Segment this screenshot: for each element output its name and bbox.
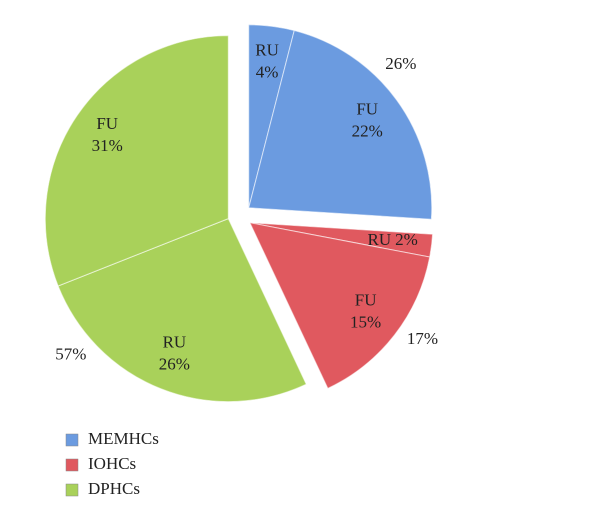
segment-label: 22% bbox=[352, 122, 383, 141]
slice-label: 26% bbox=[385, 54, 416, 73]
segment-label: 2% bbox=[395, 230, 418, 249]
segment-name: FU bbox=[355, 290, 377, 309]
pie-segment bbox=[44, 35, 229, 287]
segment-name: RU bbox=[163, 333, 187, 352]
segment-label: 15% bbox=[350, 312, 381, 331]
legend-label: MEMHCs bbox=[88, 429, 159, 448]
segment-label: 31% bbox=[92, 136, 123, 155]
legend-swatch bbox=[65, 483, 79, 497]
pie-segment bbox=[57, 217, 307, 403]
legend-label: IOHCs bbox=[88, 454, 136, 473]
segment-label: 26% bbox=[159, 355, 190, 374]
legend-swatch bbox=[65, 458, 79, 472]
slice-label: 57% bbox=[55, 344, 86, 363]
pie-segment bbox=[248, 29, 433, 220]
segment-label: 4% bbox=[256, 62, 279, 81]
segment-name: FU bbox=[96, 114, 118, 133]
pie-segment bbox=[249, 222, 431, 389]
segment-name: RU bbox=[255, 40, 279, 59]
segment-name: FU bbox=[356, 100, 378, 119]
slice-label: 17% bbox=[407, 329, 438, 348]
legend-swatch bbox=[65, 433, 79, 447]
legend-label: DPHCs bbox=[88, 479, 140, 498]
segment-name: RU bbox=[368, 230, 392, 249]
